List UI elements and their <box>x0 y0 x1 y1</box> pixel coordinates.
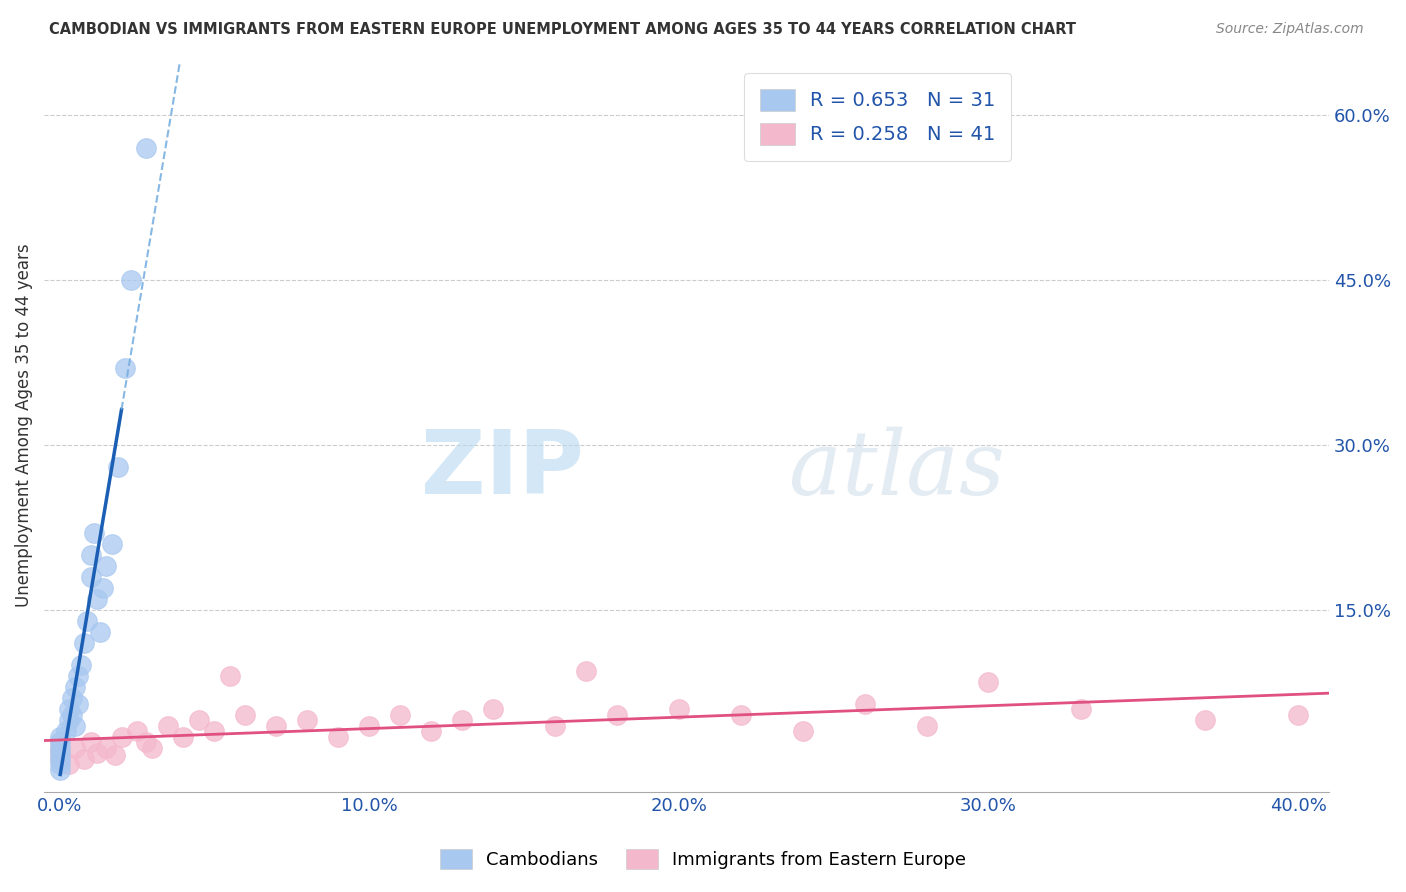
Legend: Cambodians, Immigrants from Eastern Europe: Cambodians, Immigrants from Eastern Euro… <box>430 839 976 879</box>
Point <box>114 360 136 375</box>
Point <box>575 664 598 678</box>
Text: Source: ZipAtlas.com: Source: ZipAtlas.com <box>1216 22 1364 37</box>
Point <box>73 752 96 766</box>
Point <box>89 625 111 640</box>
Point <box>67 669 90 683</box>
Point <box>83 526 105 541</box>
Point <box>86 592 108 607</box>
Point <box>48 752 70 766</box>
Point <box>101 537 124 551</box>
Point <box>1194 713 1216 727</box>
Point <box>63 740 86 755</box>
Point <box>218 669 240 683</box>
Point <box>94 740 117 755</box>
Point <box>202 724 225 739</box>
Point <box>48 746 70 760</box>
Point <box>544 719 567 733</box>
Point <box>1286 707 1309 722</box>
Point <box>48 752 70 766</box>
Point <box>48 735 70 749</box>
Point <box>266 719 288 733</box>
Point <box>389 707 412 722</box>
Point <box>104 748 127 763</box>
Point <box>91 581 114 595</box>
Point <box>125 724 148 739</box>
Point <box>60 707 83 722</box>
Point <box>55 724 77 739</box>
Text: atlas: atlas <box>789 426 1005 513</box>
Point <box>359 719 381 733</box>
Point <box>58 757 80 772</box>
Text: CAMBODIAN VS IMMIGRANTS FROM EASTERN EUROPE UNEMPLOYMENT AMONG AGES 35 TO 44 YEA: CAMBODIAN VS IMMIGRANTS FROM EASTERN EUR… <box>49 22 1076 37</box>
Point <box>58 713 80 727</box>
Point <box>107 459 129 474</box>
Point <box>297 713 319 727</box>
Point <box>48 763 70 777</box>
Point <box>79 548 101 562</box>
Point <box>1070 702 1092 716</box>
Point <box>79 735 101 749</box>
Point <box>73 636 96 650</box>
Point <box>606 707 628 722</box>
Point <box>48 757 70 772</box>
Point <box>172 730 194 744</box>
Point <box>915 719 938 733</box>
Point <box>451 713 474 727</box>
Point <box>48 730 70 744</box>
Point <box>70 658 93 673</box>
Point <box>328 730 350 744</box>
Point <box>792 724 814 739</box>
Point <box>63 719 86 733</box>
Point <box>48 740 70 755</box>
Point <box>79 570 101 584</box>
Point <box>60 691 83 706</box>
Point <box>420 724 443 739</box>
Point <box>135 141 157 155</box>
Point <box>67 697 90 711</box>
Point <box>187 713 209 727</box>
Point <box>135 735 157 749</box>
Point <box>48 746 70 760</box>
Point <box>141 740 163 755</box>
Point <box>48 740 70 755</box>
Point <box>48 735 70 749</box>
Point <box>76 614 98 628</box>
Legend: R = 0.653   N = 31, R = 0.258   N = 41: R = 0.653 N = 31, R = 0.258 N = 41 <box>744 73 1011 161</box>
Point <box>94 559 117 574</box>
Point <box>58 702 80 716</box>
Point <box>110 730 132 744</box>
Point <box>668 702 690 716</box>
Point <box>120 273 142 287</box>
Point <box>977 674 1000 689</box>
Point <box>156 719 179 733</box>
Point <box>853 697 876 711</box>
Point <box>63 680 86 694</box>
Point <box>86 746 108 760</box>
Text: ZIP: ZIP <box>420 426 583 513</box>
Y-axis label: Unemployment Among Ages 35 to 44 years: Unemployment Among Ages 35 to 44 years <box>15 244 32 607</box>
Point <box>235 707 257 722</box>
Point <box>482 702 505 716</box>
Point <box>730 707 752 722</box>
